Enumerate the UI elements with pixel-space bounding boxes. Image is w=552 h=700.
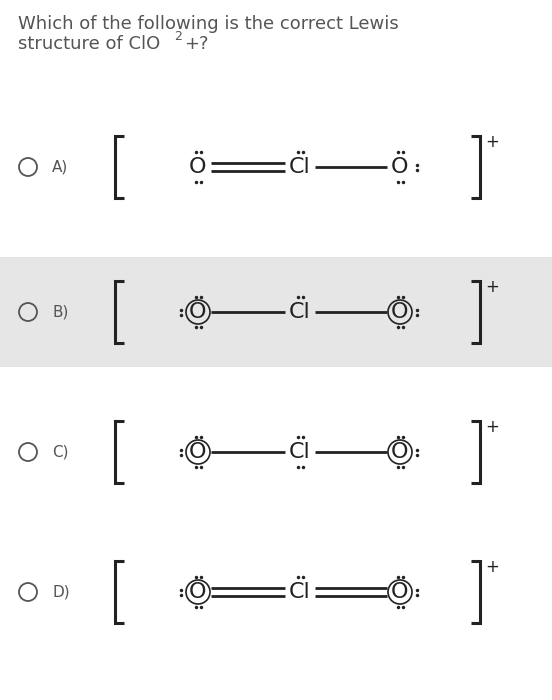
Text: Cl: Cl bbox=[289, 582, 311, 602]
Text: O: O bbox=[391, 157, 408, 177]
Text: D): D) bbox=[52, 584, 70, 599]
FancyBboxPatch shape bbox=[0, 257, 552, 367]
Text: B): B) bbox=[52, 304, 68, 319]
Text: Cl: Cl bbox=[289, 442, 311, 462]
Text: C): C) bbox=[52, 444, 68, 459]
Text: A): A) bbox=[52, 160, 68, 174]
Text: Cl: Cl bbox=[289, 302, 311, 322]
Text: +?: +? bbox=[184, 35, 209, 53]
Text: O: O bbox=[391, 302, 408, 322]
Text: 2: 2 bbox=[174, 30, 182, 43]
Text: O: O bbox=[391, 442, 408, 462]
Text: O: O bbox=[189, 582, 207, 602]
Text: +: + bbox=[485, 558, 499, 576]
Text: Cl: Cl bbox=[289, 157, 311, 177]
Text: O: O bbox=[189, 157, 207, 177]
Text: +: + bbox=[485, 133, 499, 151]
Text: Which of the following is the correct Lewis: Which of the following is the correct Le… bbox=[18, 15, 399, 33]
Text: +: + bbox=[485, 418, 499, 436]
Text: structure of ClO: structure of ClO bbox=[18, 35, 160, 53]
Text: O: O bbox=[391, 582, 408, 602]
Text: O: O bbox=[189, 442, 207, 462]
Text: O: O bbox=[189, 302, 207, 322]
Text: +: + bbox=[485, 278, 499, 296]
